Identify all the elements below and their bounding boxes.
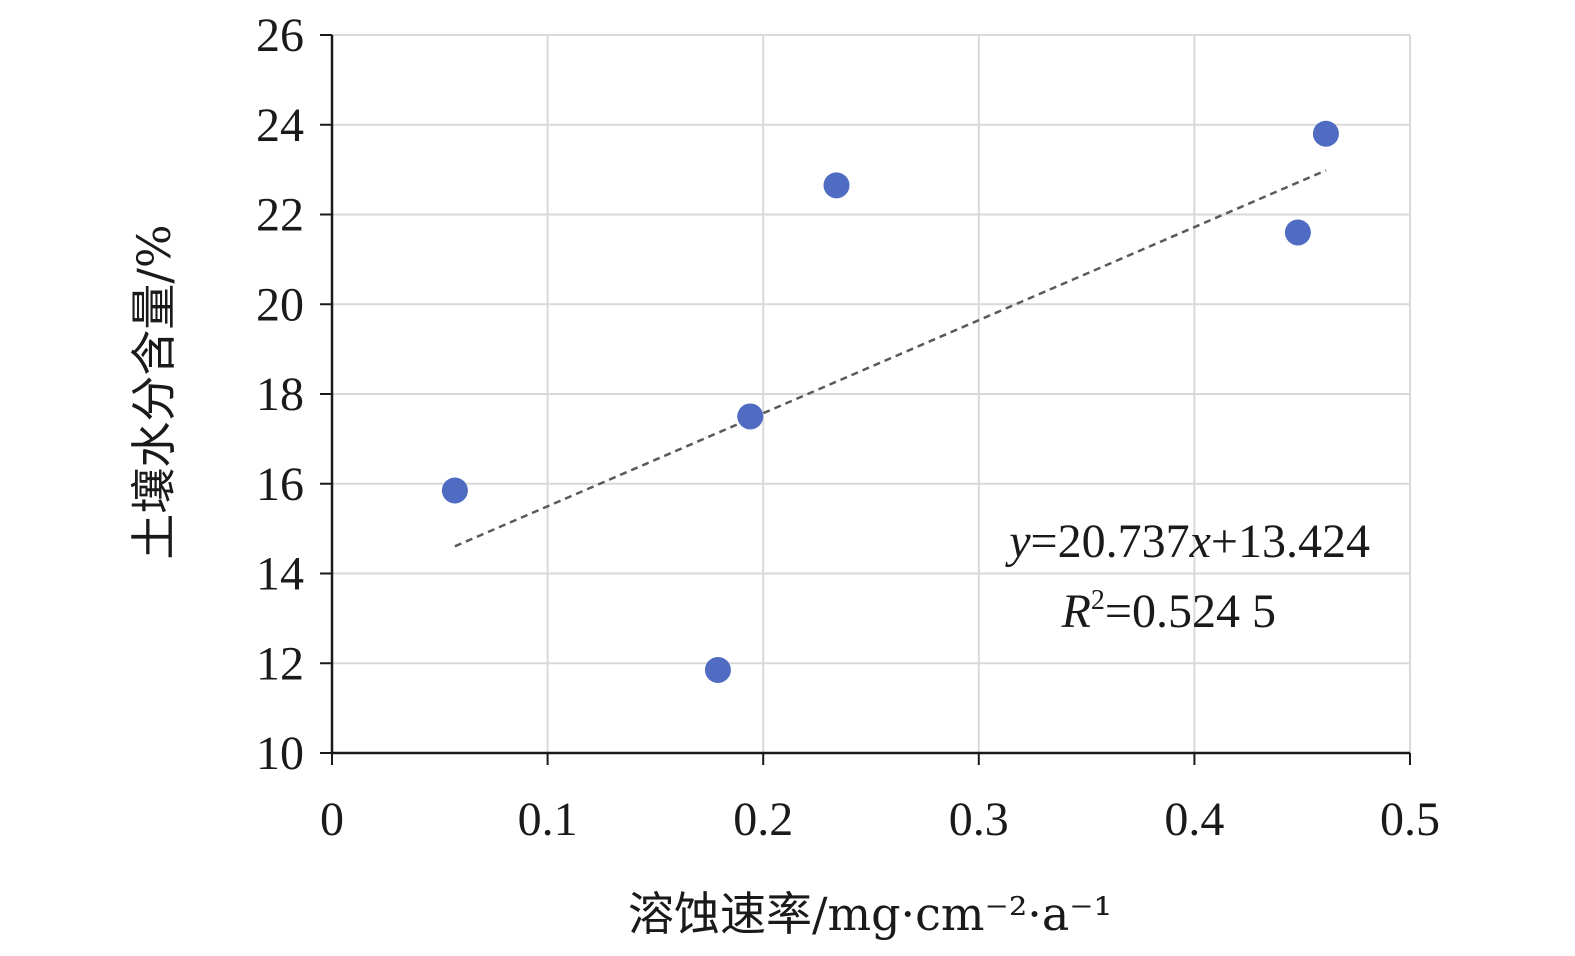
data-points [441,120,1339,683]
data-point [737,403,764,430]
x-tick-label: 0 [320,793,344,846]
x-tick-label: 0.1 [518,793,578,846]
y-tick-label: 16 [256,458,304,511]
y-tick-label: 26 [256,9,304,62]
regression-equation: y=20.737x+13.424 [1004,515,1370,568]
axes [320,34,1411,765]
data-point [704,656,731,683]
data-point [1284,219,1311,246]
x-tick-label: 0.2 [733,793,793,846]
r2-var: R [1061,585,1091,638]
data-point [1312,120,1339,147]
data-point [441,477,468,504]
equation-var-y: y [1004,515,1031,568]
y-tick-label: 12 [256,637,304,690]
y-tick-label: 24 [256,99,304,152]
x-tick-label: 0.5 [1380,793,1440,846]
trendline [454,169,1327,548]
y-tick-label: 22 [256,189,304,242]
tick-labels: 10 12 14 16 18 20 22 24 26 0 0.1 0.2 0.3 0.4 0.5 [256,9,1440,846]
x-tick-label: 0.4 [1164,793,1224,846]
r2-sup: 2 [1091,585,1105,616]
y-axis-title: 土壤水分含量/% [127,224,181,559]
r2-value: =0.524 5 [1105,585,1276,638]
y-tick-label: 14 [256,548,304,601]
y-tick-label: 20 [256,278,304,331]
x-tick-label: 0.3 [949,793,1009,846]
equation-tail: +13.424 [1211,515,1370,568]
data-point [823,172,850,199]
y-tick-label: 18 [256,368,304,421]
equation-mid: =20.737 [1031,515,1190,568]
r-squared-label: R2=0.524 5 [1061,585,1276,638]
gridlines [332,34,1411,753]
equation-var-x: x [1189,515,1211,568]
x-axis-title: 溶蚀速率/mg·cm⁻²·a⁻¹ [628,887,1112,941]
y-tick-label: 10 [256,727,304,780]
